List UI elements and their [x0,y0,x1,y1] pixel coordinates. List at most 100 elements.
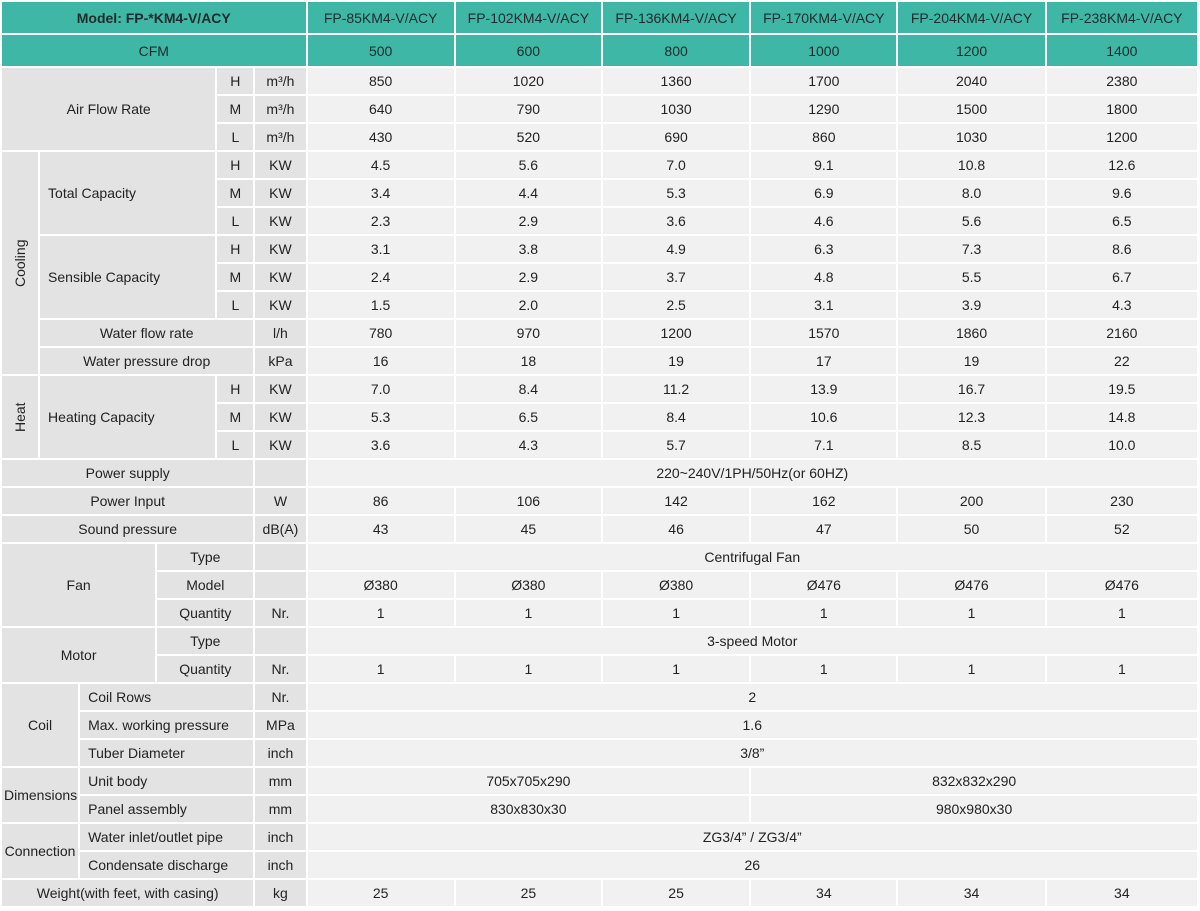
value-cell: 8.4 [455,376,601,402]
label-cell: L [217,292,254,318]
value-cell: 19.5 [1046,376,1197,402]
table-row: M KW 3.4 4.4 5.3 6.9 8.0 9.6 [2,180,1197,206]
table-row: Weight(with feet, with casing) kg 25 25 25 34… [2,880,1197,906]
value-cell: 3.1 [751,292,897,318]
value-cell: 2040 [898,68,1045,94]
label-cell: Unit body [80,768,254,794]
value-cell: FP-136KM4-V/ACY [602,2,750,33]
value-cell: FP-204KM4-V/ACY [898,2,1045,33]
label-cell: Cooling [2,152,39,374]
label-cell: inch [255,824,306,850]
label-cell: Quantity [157,600,254,626]
value-cell: 690 [602,124,750,150]
value-cell: Ø380 [455,572,601,598]
value-cell: 830x830x30 [307,796,750,822]
value-cell: 10.6 [751,404,897,430]
label-cell: H [217,376,254,402]
value-cell: 832x832x290 [751,768,1197,794]
label-cell: H [217,152,254,178]
value-cell: 3.1 [307,236,454,262]
value-cell: 4.8 [751,264,897,290]
value-cell: Centrifugal Fan [307,544,1197,570]
label-cell: KW [255,376,306,402]
table-row: Dimensions Unit body mm 705x705x290 832x832x… [2,768,1197,822]
value-cell: 5.3 [307,404,454,430]
label-cell: Max. working pressure [80,712,254,738]
value-cell: 34 [751,880,897,906]
value-cell: 1 [751,656,897,682]
value-cell: 2.5 [602,292,750,318]
table-row: Sound pressure dB(A) 43 45 46 47 50 52 [2,516,1197,542]
value-cell: 1030 [602,96,750,122]
label-cell: KW [255,180,306,206]
value-cell: 1 [898,600,1045,626]
label-cell: m³/h [255,124,306,150]
value-cell: 11.2 [602,376,750,402]
table-row: Max. working pressure MPa 1.6 [2,712,1197,738]
value-cell: 2380 [1046,68,1197,94]
label-cell: M [217,404,254,430]
table-row: Tuber Diameter inch 3/8” [2,740,1197,766]
table-row: Power Input W 86 106 142 162 200 230 [2,488,1197,514]
label-cell: mm [255,768,306,794]
value-cell: 2.9 [455,264,601,290]
value-cell: Ø476 [751,572,897,598]
table-row: Quantity Nr. 1 1 1 1 1 1 [2,656,1197,682]
value-cell: Ø380 [307,572,454,598]
table-row: L KW 1.5 2.0 2.5 3.1 3.9 4.3 [2,292,1197,318]
value-cell: 1 [751,600,897,626]
value-cell: 790 [455,96,601,122]
value-cell: 430 [307,124,454,150]
value-cell: 9.1 [751,152,897,178]
value-cell: 3.9 [898,292,1045,318]
value-cell: 12.3 [898,404,1045,430]
table-row: Model Ø380 Ø380 Ø380 Ø476 Ø476 Ø476 [2,572,1197,598]
value-cell: 5.6 [898,208,1045,234]
value-cell: 5.5 [898,264,1045,290]
value-cell: Ø476 [898,572,1045,598]
value-cell: 1030 [898,124,1045,150]
label-cell: KW [255,152,306,178]
label-cell: Water flow rate [40,320,254,346]
value-cell: 47 [751,516,897,542]
table-row: Connection Water inlet/outlet pipe inch ZG3… [2,824,1197,878]
value-cell: 640 [307,96,454,122]
value-cell: 3.8 [455,236,601,262]
table-row: M KW 2.4 2.9 3.7 4.8 5.5 6.7 [2,264,1197,290]
label-cell: Sound pressure [2,516,254,542]
label-cell: kg [255,880,306,906]
label-cell: M [217,180,254,206]
value-cell: FP-170KM4-V/ACY [751,2,897,33]
value-cell: 1570 [751,320,897,346]
value-cell: 1 [1046,600,1197,626]
label-cell: Motor [2,628,156,682]
label-cell: M [217,96,254,122]
table-row: M KW 5.3 6.5 8.4 10.6 12.3 14.8 [2,404,1197,430]
value-cell: 980x980x30 [751,796,1197,822]
label-cell: Air Flow Rate [2,68,216,150]
value-cell: 12.6 [1046,152,1197,178]
table-row: Heat Heating Capacity H KW 7.0 8.4 11.2 13.9 16.… [2,376,1197,458]
table-row: Cooling Total Capacity H KW 4.5 5.6 7.0 9.1 10.8… [2,152,1197,374]
value-cell: 7.0 [602,152,750,178]
label-cell: Nr. [255,684,306,710]
value-cell: 5.3 [602,180,750,206]
label-cell: Coil Rows [80,684,254,710]
value-cell: 26 [307,852,1197,878]
value-cell: 162 [751,488,897,514]
label-cell: KW [255,264,306,290]
value-cell: 3.6 [307,432,454,458]
label-cell: inch [255,740,306,766]
label-cell: Nr. [255,656,306,682]
value-cell: 8.6 [1046,236,1197,262]
value-cell: 1020 [455,68,601,94]
value-cell: 200 [898,488,1045,514]
label-cell: L [217,432,254,458]
value-cell: 7.0 [307,376,454,402]
value-cell: 1200 [1046,124,1197,150]
value-cell: 142 [602,488,750,514]
value-cell: 8.5 [898,432,1045,458]
value-cell: 43 [307,516,454,542]
